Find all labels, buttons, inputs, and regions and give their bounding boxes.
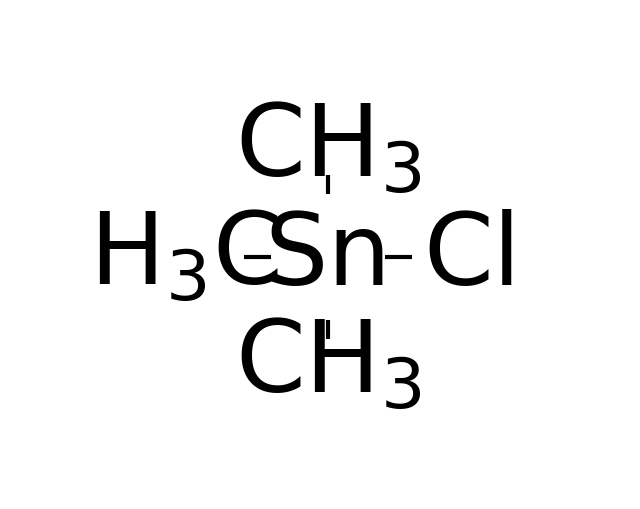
Text: Sn: Sn bbox=[264, 209, 392, 305]
Text: Cl: Cl bbox=[423, 209, 521, 305]
Text: CH$_3$: CH$_3$ bbox=[234, 101, 422, 198]
Text: CH$_3$: CH$_3$ bbox=[234, 316, 422, 413]
Text: H$_3$C: H$_3$C bbox=[89, 209, 279, 305]
